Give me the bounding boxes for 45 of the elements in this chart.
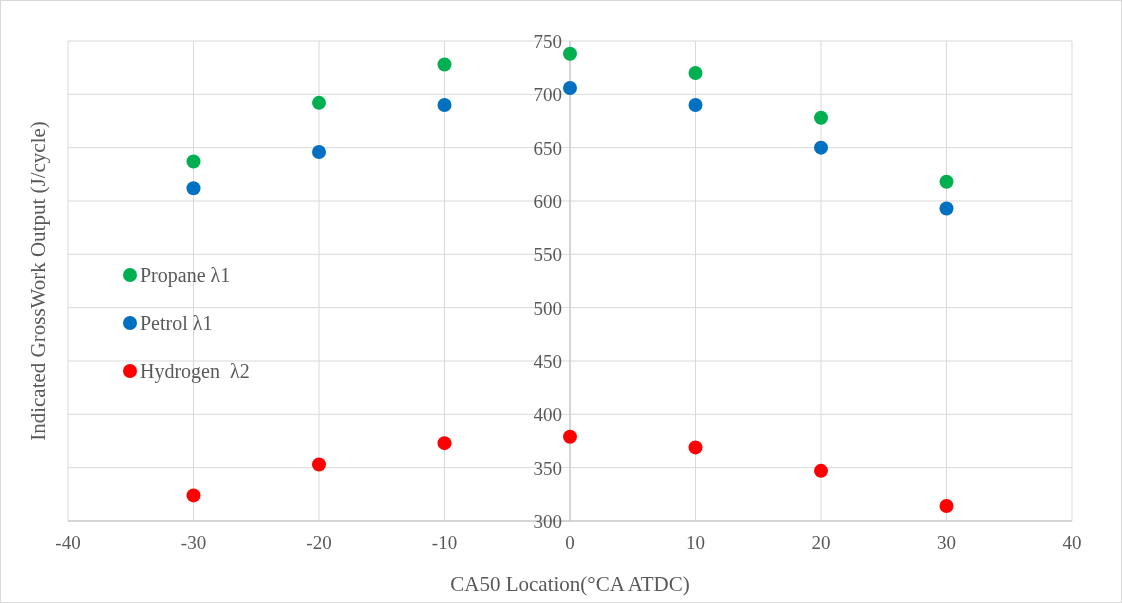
y-tick-label: 400 <box>533 404 562 426</box>
point <box>939 201 954 216</box>
y-tick-label: 300 <box>533 511 562 532</box>
y-tick-label: 750 <box>533 31 562 52</box>
point <box>186 488 201 503</box>
point <box>312 95 326 110</box>
point <box>186 181 201 196</box>
point <box>312 144 326 159</box>
legend-label: Hydrogen λ2 <box>140 360 250 383</box>
x-tick-label: 10 <box>686 532 705 553</box>
x-tick-label: -40 <box>55 532 81 553</box>
x-tick-label: 30 <box>937 532 956 553</box>
legend-label: Propane λ1 <box>140 264 231 287</box>
point <box>939 174 954 189</box>
y-tick-label: 600 <box>533 191 562 212</box>
point <box>563 46 577 61</box>
x-tick-label: -10 <box>431 532 458 553</box>
y-tick-label: 550 <box>533 244 562 266</box>
point <box>814 110 828 125</box>
point <box>437 57 452 72</box>
point <box>437 98 452 112</box>
point <box>563 429 577 444</box>
y-tick-label: 500 <box>533 297 562 319</box>
point <box>688 66 703 80</box>
y-tick-label: 700 <box>533 84 562 106</box>
point <box>437 436 452 451</box>
point <box>814 463 828 478</box>
y-tick-label: 650 <box>533 137 562 159</box>
x-tick-label: -30 <box>180 532 207 553</box>
point <box>688 440 703 455</box>
x-tick-label: 20 <box>811 532 831 553</box>
y-tick-label: 450 <box>533 351 562 372</box>
point <box>814 140 828 155</box>
x-axis-title: CA50 Location(°CA ATDC) <box>450 572 690 596</box>
x-tick-label: 0 <box>565 532 575 553</box>
point <box>312 457 326 472</box>
point <box>186 154 201 169</box>
y-tick-label: 350 <box>533 457 562 479</box>
x-tick-label: 40 <box>1062 532 1082 553</box>
legend-label: Petrol λ1 <box>140 312 213 334</box>
point <box>563 80 577 95</box>
x-tick-label: -20 <box>306 532 332 553</box>
point <box>939 499 954 514</box>
point <box>688 98 703 112</box>
y-axis-title: Indicated GrossWork Output (J/cycle) <box>26 121 50 441</box>
